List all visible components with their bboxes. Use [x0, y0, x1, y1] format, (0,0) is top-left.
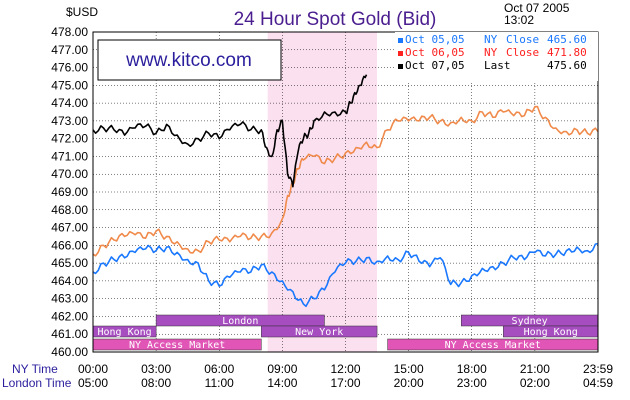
legend-value: 465.60: [547, 33, 587, 46]
x-tick-ny: 21:00: [520, 362, 550, 376]
market-label: New York: [295, 327, 343, 338]
x-tick-london: 17:00: [330, 376, 360, 390]
legend-word: Close: [506, 33, 539, 46]
x-tick-london: 05:00: [78, 376, 108, 390]
y-tick-label: 469.00: [51, 185, 88, 199]
legend-swatch: [398, 38, 403, 43]
y-tick-label: 467.00: [51, 221, 88, 235]
y-axis-ticks: 460.00 461.00 462.00 463.00 464.00 465.00 466.…: [51, 25, 88, 359]
x-tick-london: 20:00: [394, 376, 424, 390]
y-tick-label: 463.00: [51, 292, 88, 306]
y-tick-label: 477.00: [51, 43, 88, 57]
price-series: [92, 74, 599, 308]
report-date: Oct 07 2005: [504, 1, 570, 15]
y-tick-label: 462.00: [51, 309, 88, 323]
y-tick-label: 474.00: [51, 96, 88, 110]
legend-word: Last: [484, 59, 511, 72]
x-tick-ny: 23:59: [583, 362, 613, 376]
market-label: London: [222, 316, 258, 327]
legend-word: Close: [506, 46, 539, 59]
legend-label: Oct 05,05: [405, 33, 465, 46]
x-tick-london: 02:00: [520, 376, 550, 390]
chart-title: 24 Hour Spot Gold (Bid): [234, 9, 437, 30]
y-tick-label: 465.00: [51, 256, 88, 270]
unit-label: $USD: [66, 5, 98, 19]
kitco-logo: www.kitco.com: [97, 39, 282, 81]
series-line-2: [92, 105, 599, 257]
y-tick-label: 468.00: [51, 203, 88, 217]
x-tick-ny: 12:00: [330, 362, 360, 376]
x-tick-ny: 00:00: [78, 362, 108, 376]
market-bar: [261, 325, 378, 338]
x-tick-london: 14:00: [267, 376, 297, 390]
x-tick-london: 04:59: [583, 376, 613, 390]
ny-time-label: NY Time: [12, 362, 58, 376]
y-tick-label: 472.00: [51, 132, 88, 146]
legend-kind: NY: [484, 46, 498, 59]
market-label: Hong Kong: [97, 327, 151, 338]
x-tick-london: 11:00: [205, 376, 234, 390]
series-line-3: [92, 74, 368, 188]
legend-swatch: [398, 64, 403, 69]
x-tick-london: 23:00: [457, 376, 487, 390]
legend-value: 471.80: [547, 46, 587, 59]
market-label: NY Access Market: [445, 340, 541, 351]
legend-swatch: [398, 51, 403, 56]
x-tick-ny: 06:00: [204, 362, 234, 376]
logo-text: www.kitco.com: [125, 50, 252, 71]
legend-value: 475.60: [547, 59, 587, 72]
x-tick-london: 08:00: [141, 376, 171, 390]
series-line-1: [92, 242, 599, 308]
y-tick-label: 461.00: [51, 327, 88, 341]
x-tick-ny: 09:00: [267, 362, 297, 376]
legend-kind: NY: [484, 33, 498, 46]
x-tick-ny: 15:00: [394, 362, 424, 376]
market-label: Hong Kong: [524, 327, 578, 338]
y-tick-label: 473.00: [51, 114, 88, 128]
plot-border: [92, 31, 599, 353]
market-bar: [155, 314, 325, 327]
market-label: NY Access Market: [129, 340, 225, 351]
legend-label: Oct 07,05: [405, 59, 465, 72]
y-tick-label: 470.00: [51, 167, 88, 181]
x-tick-ny: 18:00: [457, 362, 487, 376]
x-tick-ny: 03:00: [141, 362, 171, 376]
y-tick-label: 476.00: [51, 61, 88, 75]
report-time: 13:02: [504, 13, 534, 27]
london-time-label: London Time: [2, 376, 72, 390]
legend: Oct 05,05 NY Close 465.60 Oct 06,05 NY Close 47…: [395, 32, 598, 81]
y-tick-label: 464.00: [51, 274, 88, 288]
y-tick-label: 471.00: [51, 149, 88, 163]
y-tick-label: 460.00: [51, 345, 88, 359]
y-tick-label: 478.00: [51, 25, 88, 39]
market-label: Sydney: [512, 316, 548, 327]
y-tick-label: 466.00: [51, 238, 88, 252]
y-tick-label: 475.00: [51, 78, 88, 92]
legend-label: Oct 06,05: [405, 46, 465, 59]
